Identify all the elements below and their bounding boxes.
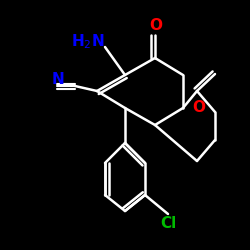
Text: O: O <box>192 100 205 116</box>
Text: H$_2$N: H$_2$N <box>71 33 105 51</box>
Text: N: N <box>52 72 64 88</box>
Text: O: O <box>150 18 162 34</box>
Text: Cl: Cl <box>160 216 176 230</box>
